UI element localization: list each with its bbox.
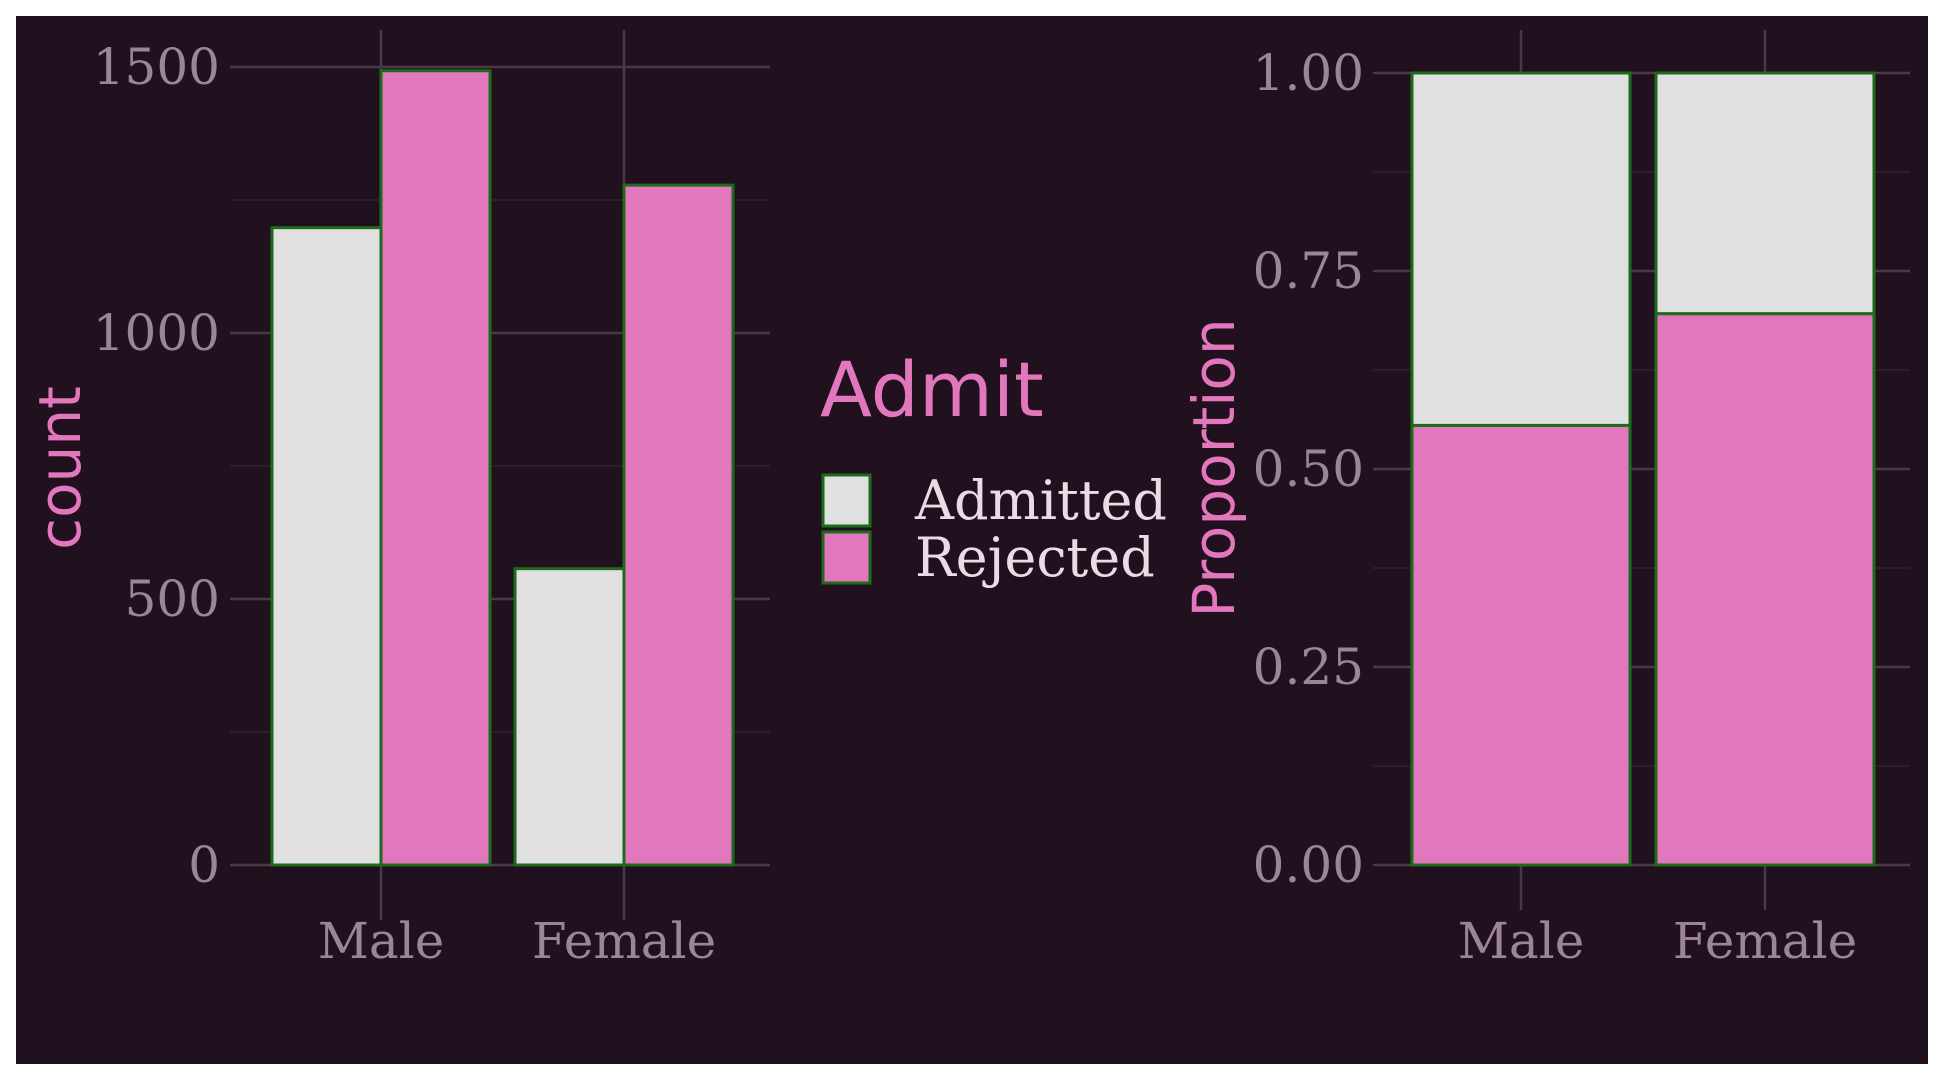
bar-female-admitted-count <box>513 567 626 867</box>
proportion-y-tick-labels: 0.00 0.25 0.50 0.75 1.00 <box>1253 44 1364 894</box>
proportion-y-tick-label: 1.00 <box>1253 44 1364 102</box>
bar-male-rejected-count <box>379 69 492 867</box>
proportion-bars <box>1410 71 1876 867</box>
bar-female-rejected-count <box>622 183 735 867</box>
count-panel: 0 500 1000 1500 Male Female count <box>26 30 770 970</box>
count-y-axis-label: count <box>26 386 94 550</box>
count-x-tick-label-male: Male <box>318 912 445 970</box>
legend-label-rejected: Rejected <box>915 526 1155 589</box>
count-x-tick-label-female: Female <box>532 912 716 970</box>
legend: Admit Admitted Rejected <box>820 345 1167 589</box>
proportion-x-tick-label-female: Female <box>1673 912 1857 970</box>
proportion-y-tick-label: 0.75 <box>1253 242 1364 300</box>
legend-title: Admit <box>820 345 1044 434</box>
proportion-y-tick-label: 0.00 <box>1253 836 1364 894</box>
count-bars <box>270 69 735 867</box>
count-y-tick-labels: 0 500 1000 1500 <box>93 38 220 894</box>
count-x-tick-labels: Male Female <box>318 912 716 970</box>
bar-female-rejected-proportion <box>1654 312 1876 867</box>
count-y-tick-label: 500 <box>125 570 220 628</box>
proportion-x-tick-labels: Male Female <box>1458 912 1857 970</box>
legend-key-admitted <box>821 473 872 528</box>
proportion-y-tick-label: 0.25 <box>1253 638 1364 696</box>
legend-key-rejected <box>821 530 872 585</box>
bar-male-admitted-count <box>270 226 383 867</box>
bar-female-admitted-proportion <box>1654 71 1876 316</box>
legend-label-admitted: Admitted <box>914 469 1167 532</box>
count-y-tick-label: 1500 <box>93 38 220 96</box>
count-y-tick-label: 1000 <box>93 304 220 362</box>
count-y-tick-label: 0 <box>188 836 220 894</box>
proportion-panel: 0.00 0.25 0.50 0.75 1.00 Male Female Proporti… <box>1180 30 1910 970</box>
bar-male-rejected-proportion <box>1410 423 1632 867</box>
proportion-y-tick-label: 0.50 <box>1253 440 1364 498</box>
proportion-x-tick-label-male: Male <box>1458 912 1585 970</box>
bar-male-admitted-proportion <box>1410 71 1632 427</box>
proportion-y-axis-label: Proportion <box>1180 318 1248 617</box>
